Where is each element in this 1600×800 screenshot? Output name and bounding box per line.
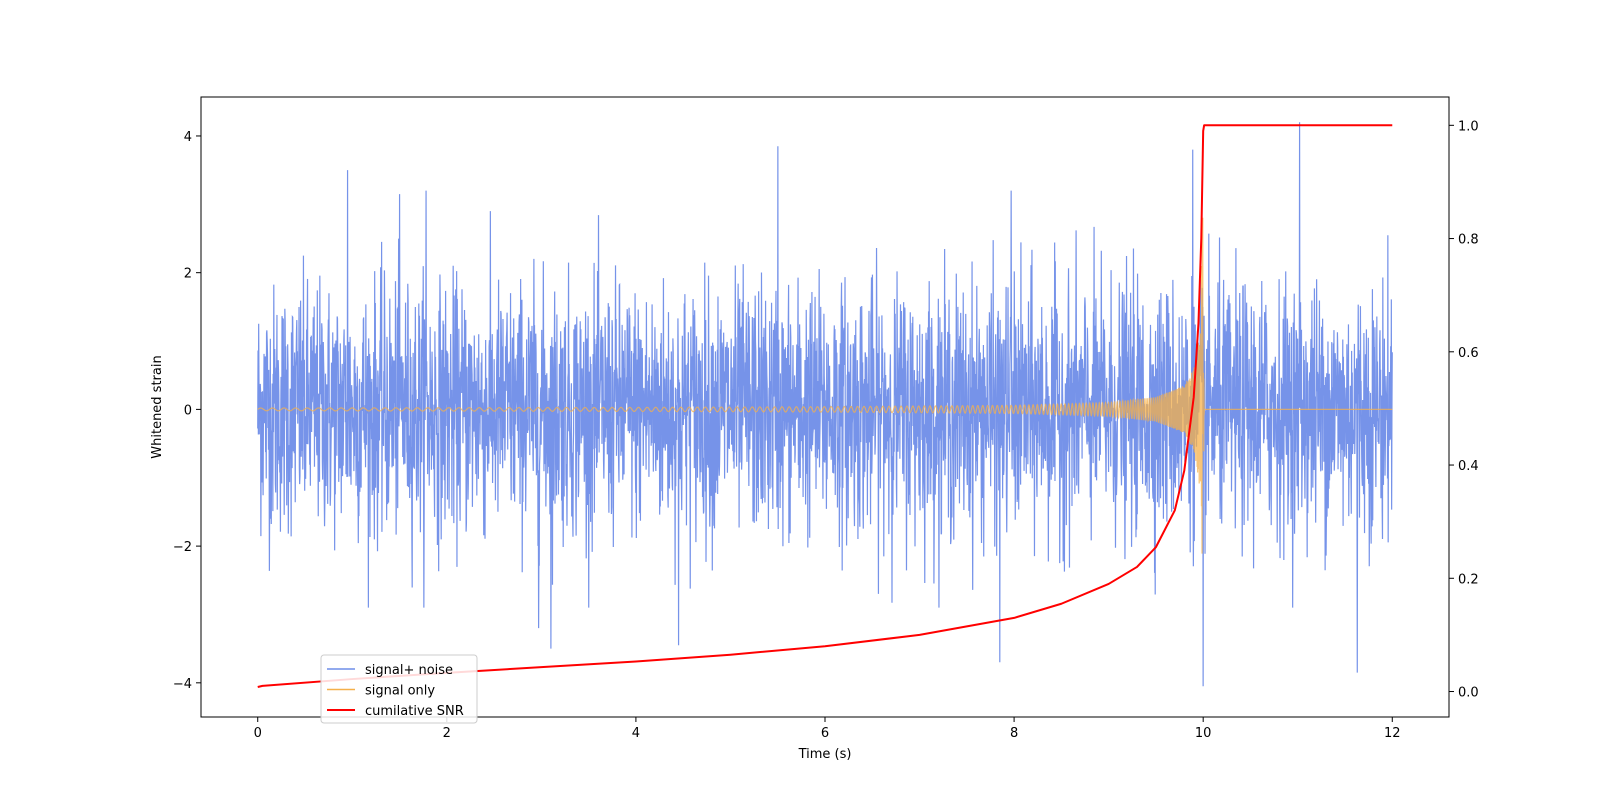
y-tick-label: 0 xyxy=(184,403,192,418)
x-tick-label: 12 xyxy=(1384,726,1401,741)
series-signal-only xyxy=(257,217,1393,554)
y-tick-label: 4 xyxy=(184,130,192,145)
legend-box xyxy=(320,654,478,724)
y-right-tick-label: 1.0 xyxy=(1458,119,1479,134)
x-tick-label: 10 xyxy=(1195,726,1212,741)
x-tick-label: 8 xyxy=(1010,726,1018,741)
y-right-tick-label: 0.4 xyxy=(1458,459,1479,474)
series-signal-plus-noise xyxy=(257,122,1393,687)
legend-label: signal only xyxy=(365,684,435,699)
y-right-tick-label: 0.2 xyxy=(1458,572,1479,587)
legend-label: signal+ noise xyxy=(365,663,453,678)
x-tick-label: 0 xyxy=(254,726,262,741)
y-tick-label: −4 xyxy=(173,677,192,692)
x-axis-label: Time (s) xyxy=(798,747,852,762)
plot-series-layer xyxy=(257,122,1393,688)
y-tick-label: 2 xyxy=(184,267,192,282)
y-right-tick-label: 0.8 xyxy=(1458,233,1479,248)
x-tick-label: 4 xyxy=(632,726,640,741)
series-cumilative-snr xyxy=(257,124,1393,688)
legend-label: cumilative SNR xyxy=(365,704,464,719)
y-axis-left: −4 −2 0 2 4 xyxy=(173,130,201,692)
legend: signal+ noise signal only cumilative SNR xyxy=(320,654,478,724)
y-right-tick-label: 0.0 xyxy=(1458,686,1479,701)
y-right-tick-label: 0.6 xyxy=(1458,346,1479,361)
x-tick-label: 2 xyxy=(443,726,451,741)
y-axis-right: 0.0 0.2 0.4 0.6 0.8 1.0 xyxy=(1449,119,1479,701)
y-tick-label: −2 xyxy=(173,540,192,555)
y-axis-label: Whitened strain xyxy=(150,355,165,458)
x-tick-label: 6 xyxy=(821,726,829,741)
